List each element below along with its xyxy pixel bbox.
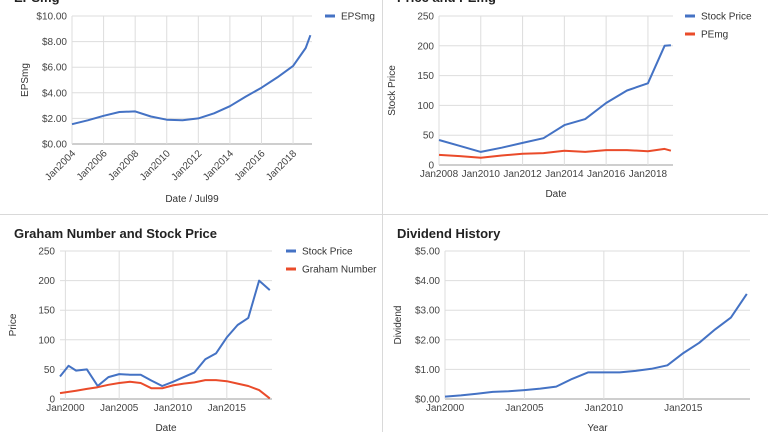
x-axis-title: Date	[545, 189, 567, 200]
y-tick-label: $2.00	[415, 335, 440, 346]
y-tick-label: 150	[38, 306, 55, 317]
y-tick-label: 100	[417, 101, 434, 112]
y-tick-label: 150	[417, 71, 434, 82]
series-line-graham-number	[59, 379, 271, 400]
y-tick-label: $4.00	[415, 276, 440, 287]
y-tick-label: $5.00	[415, 247, 440, 258]
epsmg-panel: EPSmg $0.00 $2.00 $4.00 $6.00 $8.00 $10.00 Jan2…	[0, 0, 382, 214]
dividend-panel: Dividend History $0.00 $1.00 $2.00 $3.00 $4.0…	[383, 215, 768, 434]
x-axis-title: Date / Jul99	[165, 194, 219, 205]
x-tick-label: Jan2010	[138, 148, 173, 183]
y-tick-label: $10.00	[36, 12, 67, 23]
x-tick-label: Jan2000	[426, 403, 465, 414]
epsmg-chart: EPSmg $0.00 $2.00 $4.00 $6.00 $8.00 $10.00 Jan2…	[14, 0, 375, 205]
x-tick-label: Jan2010	[462, 169, 501, 180]
y-tick-label: $0.00	[415, 395, 440, 406]
series-line-stock-price	[59, 279, 271, 387]
dividend-chart: Dividend History $0.00 $1.00 $2.00 $3.00 $4.0…	[393, 226, 750, 434]
y-tick-label: $0.00	[42, 140, 67, 151]
x-tick-label: Jan2010	[585, 403, 624, 414]
x-axis-title: Date	[155, 423, 177, 432]
graham-panel: Graham Number and Stock Price 0 50 100 150 20…	[0, 215, 382, 434]
series-line-epsmg	[71, 34, 312, 126]
y-tick-label: $4.00	[42, 88, 67, 99]
x-tick-label: Jan2006	[75, 148, 110, 183]
y-tick-label: $2.00	[42, 114, 67, 125]
price-pemg-panel: Price and PEmg050100150200250Jan2008Jan2…	[383, 0, 768, 214]
x-tick-label: Jan2015	[664, 403, 703, 414]
x-tick-label: Jan2018	[264, 148, 299, 183]
legend-label: EPSmg	[341, 12, 375, 23]
x-tick-label: Jan2010	[154, 403, 193, 414]
series-line-stock-price	[438, 44, 671, 153]
y-tick-label: 200	[38, 276, 55, 287]
y-tick-label: 250	[38, 247, 55, 258]
y-axis-title: Dividend	[393, 306, 404, 345]
y-tick-label: $3.00	[415, 306, 440, 317]
price-pemg-chart: Price and PEmg050100150200250Jan2008Jan2…	[387, 0, 752, 200]
y-tick-label: 50	[423, 131, 435, 142]
x-tick-label: Jan2012	[503, 169, 542, 180]
y-tick-label: 200	[417, 41, 434, 52]
graham-chart: Graham Number and Stock Price 0 50 100 150 20…	[8, 226, 377, 434]
y-tick-label: 100	[38, 335, 55, 346]
x-tick-label: Jan2016	[233, 148, 268, 183]
x-tick-label: Jan2005	[100, 403, 139, 414]
x-tick-label: Jan2000	[46, 403, 85, 414]
legend-label: Graham Number	[302, 265, 377, 276]
y-tick-label: $8.00	[42, 37, 67, 48]
legend-label: PEmg	[701, 30, 728, 41]
chart-title: EPSmg	[14, 0, 60, 5]
series-line-pemg	[438, 147, 672, 159]
x-axis-title: Year	[587, 423, 608, 432]
y-tick-label: 250	[417, 12, 434, 23]
y-axis-title: Price	[8, 313, 19, 336]
x-tick-label: Jan2018	[629, 169, 668, 180]
y-tick-label: 0	[49, 395, 55, 406]
x-tick-label: Jan2008	[420, 169, 459, 180]
x-tick-label: Jan2014	[201, 148, 236, 183]
chart-title: Dividend History	[397, 226, 501, 241]
chart-title: Graham Number and Stock Price	[14, 226, 217, 241]
y-tick-label: $1.00	[415, 365, 440, 376]
x-tick-label: Jan2014	[545, 169, 584, 180]
x-tick-label: Jan2004	[43, 148, 78, 183]
y-tick-label: $6.00	[42, 63, 67, 74]
x-tick-label: Jan2015	[208, 403, 247, 414]
x-tick-label: Jan2008	[106, 148, 141, 183]
x-tick-label: Jan2016	[587, 169, 626, 180]
y-axis-title: Stock Price	[387, 65, 398, 116]
y-tick-label: 50	[44, 365, 56, 376]
horizontal-divider	[0, 214, 768, 215]
x-tick-label: Jan2005	[505, 403, 544, 414]
legend-label: Stock Price	[302, 247, 353, 258]
series-line-dividend	[444, 293, 748, 398]
x-tick-label: Jan2012	[170, 148, 205, 183]
chart-title: Price and PEmg	[397, 0, 496, 5]
vertical-divider	[382, 0, 383, 432]
y-axis-title: EPSmg	[20, 63, 31, 97]
y-tick-label: 0	[428, 161, 434, 172]
legend-label: Stock Price	[701, 12, 752, 23]
